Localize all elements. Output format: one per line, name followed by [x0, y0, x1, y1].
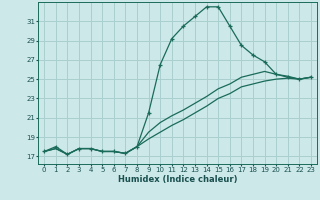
X-axis label: Humidex (Indice chaleur): Humidex (Indice chaleur): [118, 175, 237, 184]
